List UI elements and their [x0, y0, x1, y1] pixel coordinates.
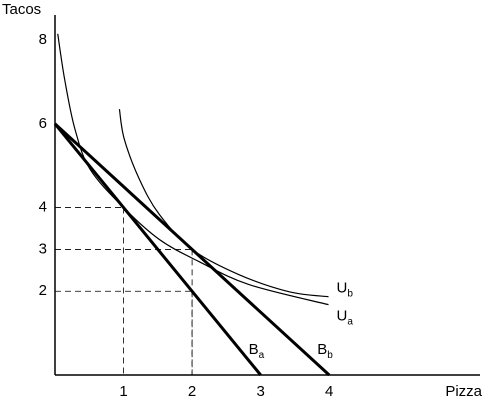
budget-line — [53, 122, 262, 376]
x-tick-label: 2 — [188, 383, 196, 400]
series-label: Ua — [337, 308, 354, 328]
x-tick-label: 4 — [325, 383, 333, 400]
x-axis-label: Pizza — [445, 383, 482, 400]
y-tick-label: 8 — [39, 31, 47, 48]
y-tick-label: 3 — [39, 240, 47, 257]
x-tick-label: 3 — [256, 383, 264, 400]
y-tick-label: 2 — [39, 282, 47, 299]
series-label: Bb — [317, 341, 333, 361]
y-axis-label: Tacos — [2, 1, 41, 18]
indifference-curve — [118, 109, 329, 298]
indifference-curve — [57, 33, 329, 306]
y-tick-label: 6 — [39, 115, 47, 132]
x-tick-label: 1 — [119, 383, 127, 400]
y-tick-label: 4 — [39, 199, 47, 216]
series-label: Ub — [337, 280, 354, 300]
series-label: Ba — [249, 341, 265, 361]
